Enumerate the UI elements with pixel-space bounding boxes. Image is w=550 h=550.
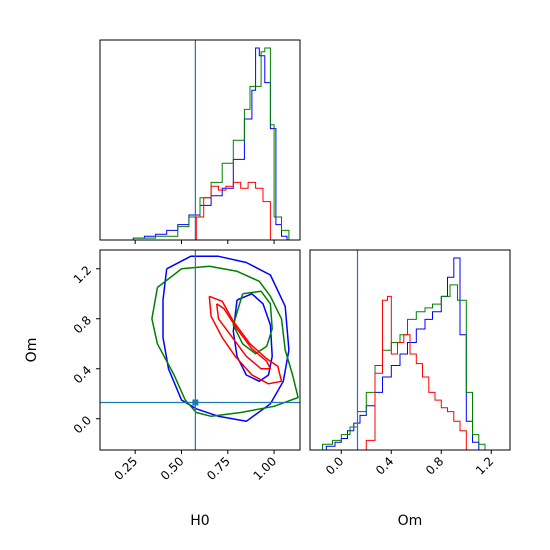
om-histogram-series-2 (365, 295, 467, 450)
h0-x-tick-label-1: 0.50 (158, 454, 187, 483)
panel-h0-histogram-frame (99, 39, 301, 241)
y-axis-label-om: Om (24, 338, 40, 363)
contour-series-1-level-0 (151, 265, 299, 418)
om-y-tick-label-0: 0.0 (71, 413, 94, 436)
contour-series-2-level-1 (215, 303, 272, 370)
om-x-tick-label-1: 0.4 (373, 454, 396, 477)
h0-histogram-series-1 (132, 47, 297, 240)
contour-series-2-level-0 (208, 295, 283, 385)
h0-histogram-series-0 (132, 47, 293, 240)
contour-series-0-level-0 (162, 255, 290, 423)
om-x-tick-label-3: 1.2 (473, 454, 496, 477)
om-histogram-series-1 (322, 284, 486, 450)
panel-h0-histogram (99, 39, 301, 244)
x-axis-label-h0: H0 (190, 513, 209, 529)
h0-x-tick-label-0: 0.25 (112, 454, 141, 483)
h0-x-tick-label-2: 0.75 (204, 454, 233, 483)
x-axis-label-om: Om (398, 513, 423, 529)
om-y-tick-label-3: 1.2 (71, 263, 94, 286)
panel-h0-om-contours-frame (99, 249, 301, 451)
truth-point (192, 399, 199, 406)
contour-series-1-level-1 (232, 290, 273, 355)
panel-om-histogram: 0.0 0.4 0.8 1.2 Om (309, 249, 511, 529)
om-histogram-series-0 (325, 257, 480, 450)
om-y-tick-label-1: 0.4 (71, 363, 94, 386)
om-x-tick-label-0: 0.0 (323, 454, 346, 477)
h0-x-tick-label-3: 1.00 (250, 454, 279, 483)
h0-histogram-series-2 (195, 181, 271, 240)
panel-h0-om-contours: 0.25 0.50 0.75 1.00 0.0 0.4 0.8 1.2 H0 Om (24, 249, 301, 529)
panel-om-histogram-frame (309, 249, 511, 451)
contour-series-0-level-1 (232, 293, 273, 383)
om-y-tick-label-2: 0.8 (71, 313, 94, 336)
om-x-tick-label-2: 0.8 (423, 454, 446, 477)
